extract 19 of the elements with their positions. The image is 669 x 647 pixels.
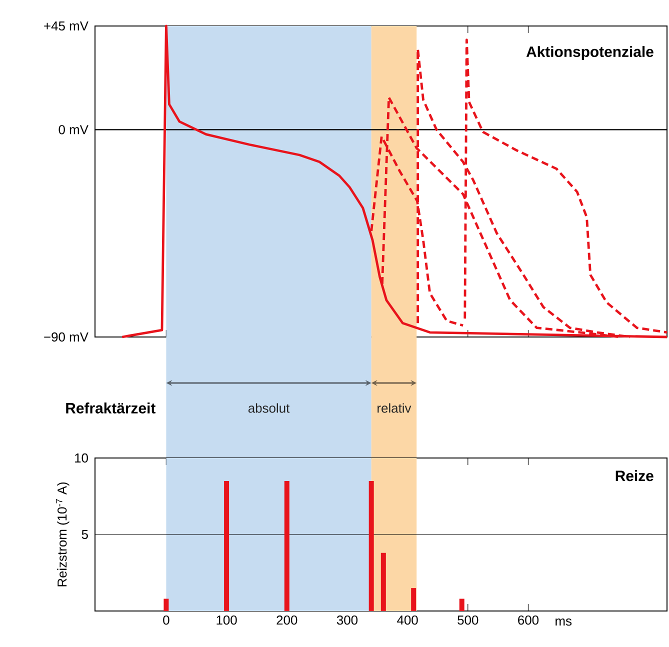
y-tick-label: −90 mV — [44, 332, 88, 342]
x-tick-label: 0 — [163, 616, 170, 625]
text: Reize — [616, 470, 654, 482]
band-label: absolut — [248, 403, 290, 413]
y-axis-title: Reizstrom (10$^{-7}$ A) — [56, 482, 70, 586]
y-tick-label: 5 — [82, 530, 88, 540]
x-tick-label: 300 — [336, 616, 358, 625]
x-tick-label: 100 — [216, 616, 237, 625]
x-tick-label: 200 — [276, 616, 298, 625]
x-tick-label: 500 — [458, 616, 478, 625]
y-tick-label: 10 — [75, 453, 88, 463]
y-tick-label: +45 mV — [44, 21, 88, 31]
x-tick-label: 600 — [518, 616, 539, 625]
text: Refraktärzeit — [66, 402, 156, 414]
text: Aktionspotenziale — [526, 46, 654, 60]
band-label: relativ — [378, 403, 412, 413]
x-axis-title: ms — [556, 618, 572, 626]
x-tick-label: 400 — [397, 616, 418, 625]
y-tick-label: 0 mV — [58, 125, 88, 134]
